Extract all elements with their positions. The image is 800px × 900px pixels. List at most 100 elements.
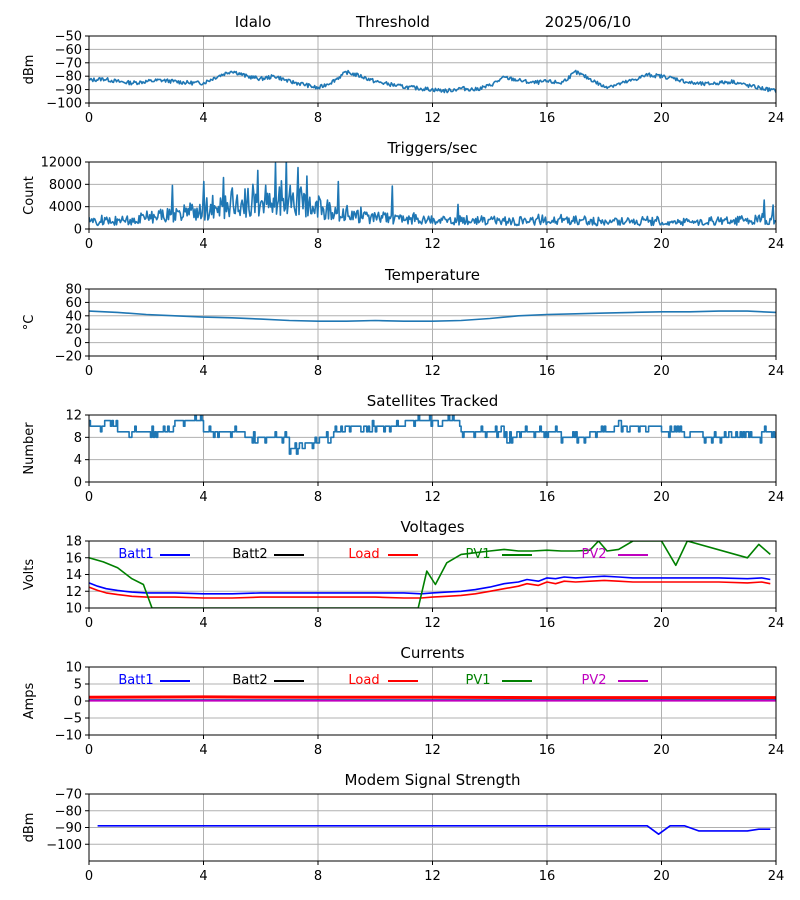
y-axis-label: Count [22,176,37,215]
x-tick-label: 0 [85,490,93,505]
plot-area [89,162,776,227]
plot-area [89,415,776,455]
y-tick-label: 20 [65,323,82,338]
x-tick-label: 12 [424,237,441,252]
header-date: 2025/06/10 [545,13,631,31]
x-tick-label: 20 [653,364,670,379]
panel-title: Voltages [400,518,464,536]
y-tick-label: 0 [74,476,82,491]
y-tick-label: 0 [74,336,82,351]
x-tick-label: 8 [314,869,322,884]
y-tick-label: 10 [65,661,82,676]
y-axis-label: °C [22,315,37,331]
x-tick-label: 8 [314,616,322,631]
x-tick-label: 8 [314,364,322,379]
y-tick-label: 12000 [41,156,82,171]
x-tick-label: 24 [768,743,785,758]
y-tick-label: 4 [74,453,82,468]
plot-area [97,825,771,835]
y-tick-label: 40 [65,309,82,324]
legend-label-pv2: PV2 [581,547,606,562]
plot-area [89,69,776,94]
x-tick-label: 8 [314,237,322,252]
x-tick-label: 16 [539,111,556,126]
y-tick-label: −20 [55,350,82,365]
y-tick-label: 12 [65,585,82,600]
x-tick-label: 16 [539,490,556,505]
panel-title: Currents [400,644,464,662]
x-tick-label: 4 [199,364,207,379]
y-tick-label: −80 [55,804,82,819]
legend-label-batt2: Batt2 [232,547,267,562]
series-line [89,415,776,455]
y-tick-label: −50 [55,30,82,45]
x-tick-label: 20 [653,490,670,505]
y-tick-label: 16 [65,551,82,566]
legend-label-batt2: Batt2 [232,673,267,688]
x-tick-label: 20 [653,869,670,884]
y-tick-label: −100 [46,97,82,112]
x-tick-label: 0 [85,616,93,631]
x-tick-label: 0 [85,364,93,379]
series-line [89,310,776,322]
y-tick-label: −70 [55,56,82,71]
x-tick-label: 16 [539,364,556,379]
x-tick-label: 12 [424,869,441,884]
y-tick-label: −10 [55,729,82,744]
x-tick-label: 16 [539,869,556,884]
panel-title: Satellites Tracked [367,392,498,410]
series-line-load [89,579,771,599]
y-tick-label: −90 [55,83,82,98]
y-axis-label: Volts [22,559,37,591]
x-tick-label: 24 [768,490,785,505]
y-tick-label: −80 [55,70,82,85]
header-mode: Threshold [355,13,430,31]
legend-label-batt1: Batt1 [118,673,153,688]
x-tick-label: 12 [424,364,441,379]
x-tick-label: 20 [653,743,670,758]
x-tick-label: 4 [199,743,207,758]
x-tick-label: 8 [314,743,322,758]
series-line-load [89,695,776,700]
y-tick-label: −90 [55,821,82,836]
x-tick-label: 12 [424,743,441,758]
x-tick-label: 0 [85,237,93,252]
y-axis-label: Number [22,422,37,475]
x-tick-label: 24 [768,364,785,379]
x-tick-label: 12 [424,490,441,505]
x-tick-label: 24 [768,237,785,252]
y-tick-label: 0 [74,695,82,710]
y-tick-label: 60 [65,296,82,311]
panel-triggers: 0 4 8 12 16 20 24 0 4000 8000 12000 Triggers/sec Cou… [22,139,784,252]
x-tick-label: 0 [85,743,93,758]
panel-currents: 0 4 8 12 16 20 24 −10 −5 0 5 10 Currents Amps Batt1 Bat… [22,644,784,758]
x-tick-label: 16 [539,237,556,252]
x-tick-label: 16 [539,743,556,758]
series-line [89,69,776,94]
x-tick-label: 24 [768,869,785,884]
y-tick-label: 5 [74,678,82,693]
y-axis-label: dBm [22,55,37,85]
plot-area [89,541,771,608]
y-tick-label: 12 [65,409,82,424]
x-tick-label: 20 [653,111,670,126]
x-tick-label: 0 [85,869,93,884]
y-tick-label: 8000 [49,178,82,193]
x-tick-label: 16 [539,616,556,631]
panel-satellites: 0 4 8 12 16 20 24 0 4 8 12 Satellites Tracked Number [22,392,784,505]
x-tick-label: 12 [424,616,441,631]
y-tick-label: −70 [55,788,82,803]
y-tick-label: 8 [74,431,82,446]
y-tick-label: 4000 [49,200,82,215]
y-tick-label: 80 [65,283,82,298]
y-axis-label: dBm [22,813,37,843]
y-tick-label: 0 [74,223,82,238]
y-tick-label: −60 [55,43,82,58]
panel-modem: 0 4 8 12 16 20 24 −100 −90 −80−70 Modem Signal Str… [22,771,784,884]
y-tick-label: −100 [46,838,82,853]
x-tick-label: 12 [424,111,441,126]
panel-title: Triggers/sec [387,139,478,157]
x-tick-label: 24 [768,616,785,631]
legend-label-pv1: PV1 [465,673,490,688]
